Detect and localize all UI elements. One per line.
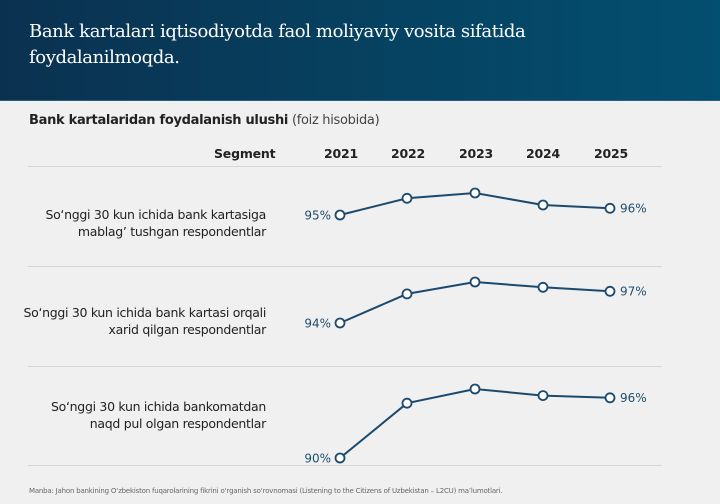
segment-label-card-inflow: So‘nggi 30 kun ichida bank kartasiga mab… [6,206,266,240]
data-point-2025 [604,392,616,404]
page-title: Bank kartalari iqtisodiyotda faol moliya… [29,21,526,68]
data-point-2023 [469,276,481,288]
start-value-label: 94% [304,317,331,331]
series-line [339,280,611,324]
data-point-2023 [469,187,481,199]
year-header-2025: 2025 [594,146,628,161]
segment-label-line: mablag’ tushgan respondentlar [77,224,266,239]
segment-label-card-purchase: So‘nggi 30 kun ichida bank kartasi orqal… [6,304,266,338]
data-point-2025 [604,285,616,297]
segment-label-line: xarid qilgan respondentlar [108,322,267,337]
end-value-label: 96% [620,201,647,215]
start-value-label: 95% [304,209,331,223]
segment-label-atm-withdrawal: So‘nggi 30 kun ichida bankomatdan naqd p… [6,398,266,432]
chart-unit-note: (foiz hisobida) [291,113,380,128]
segment-label-line: So‘nggi 30 kun ichida bankomatdan [51,399,266,414]
segment-label-line: So‘nggi 30 kun ichida bank kartasiga [45,207,266,222]
data-point-2022 [401,192,413,204]
data-point-2022 [401,288,413,300]
data-point-2023 [469,383,481,395]
header-banner: Bank kartalari iqtisodiyotda faol moliya… [0,0,720,101]
data-point-2022 [401,397,413,409]
segment-label-line: naqd pul olgan respondentlar [89,416,267,431]
data-point-2021 [334,452,346,464]
data-point-2025 [604,202,616,214]
data-point-2024 [537,390,549,402]
data-point-2021 [334,317,346,329]
year-header-2023: 2023 [459,146,493,161]
data-point-2021 [334,209,346,221]
segment-label-line: So‘nggi 30 kun ichida bank kartasi orqal… [23,305,266,320]
year-header-2021: 2021 [324,146,358,161]
end-value-label: 96% [620,391,647,405]
chart-subtitle: Bank kartalaridan foydalanish ulushi (fo… [29,113,380,128]
row-divider [28,465,662,466]
segment-column-header: Segment [214,146,276,161]
row-divider [28,366,662,367]
data-point-2024 [537,199,549,211]
data-point-2024 [537,281,549,293]
chart-title: Bank kartalaridan foydalanish ulushi [29,113,289,128]
header-divider [28,166,662,167]
row-divider [28,266,662,267]
source-note: Manba: Jahon bankining O‘zbekiston fuqar… [29,487,503,495]
year-header-2022: 2022 [391,146,425,161]
end-value-label: 97% [620,284,647,298]
year-header-2024: 2024 [526,146,560,161]
start-value-label: 90% [304,452,331,466]
series-line [339,387,611,459]
